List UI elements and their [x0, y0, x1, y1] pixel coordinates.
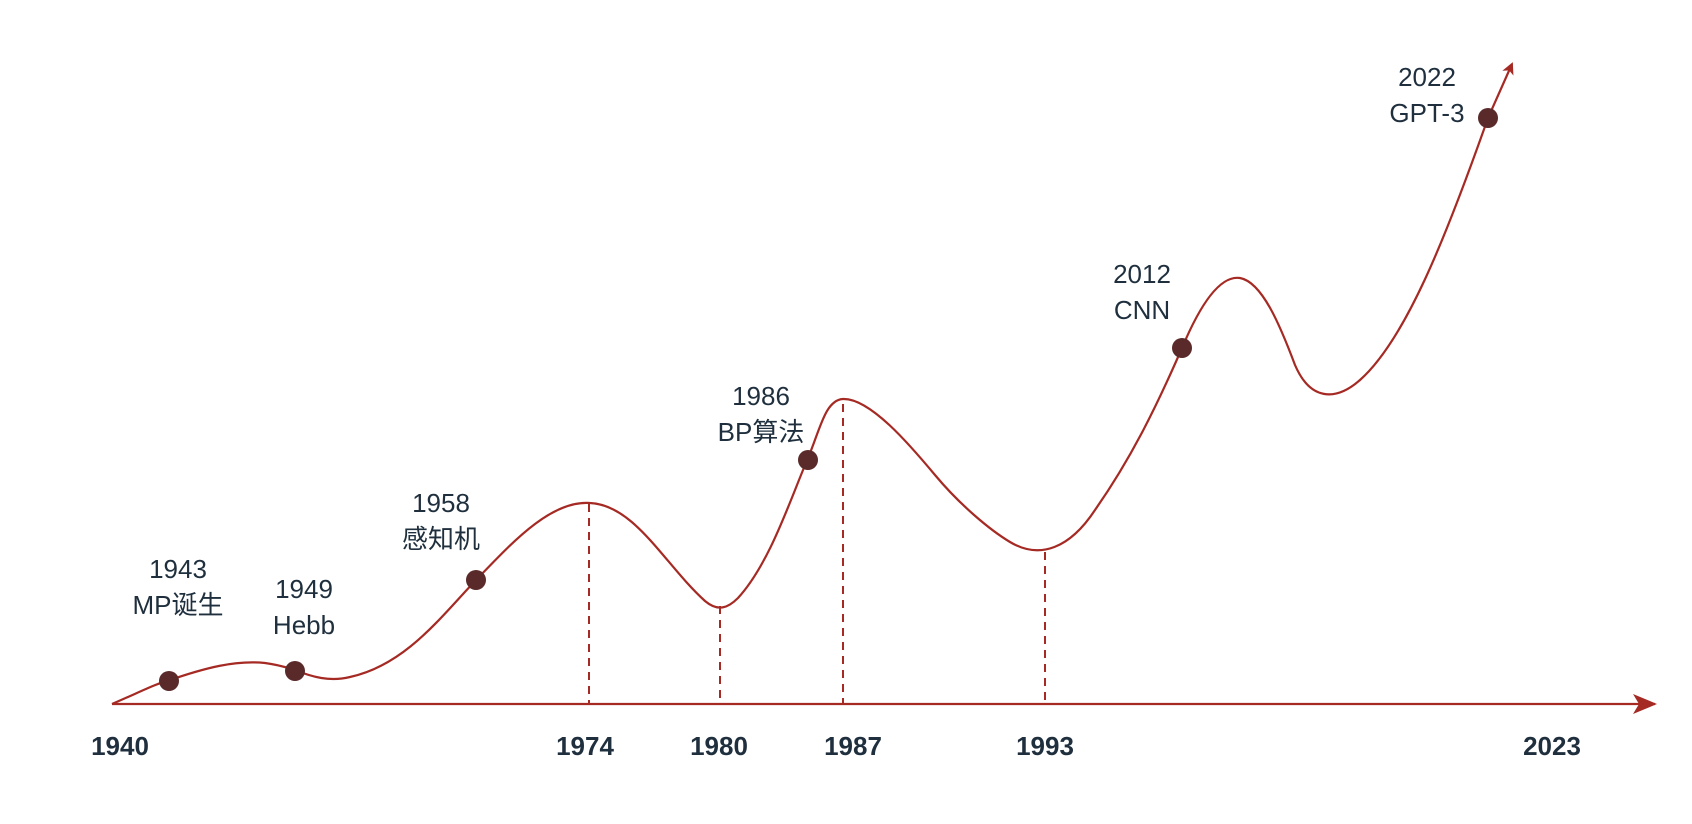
- event-year-2012: 2012: [1113, 259, 1171, 289]
- event-label-1943: MP诞生: [132, 590, 223, 620]
- event-year-2022: 2022: [1398, 62, 1456, 92]
- axis-tick-1993: 1993: [1016, 731, 1074, 761]
- event-marker-1943: [159, 671, 179, 691]
- event-label-1949: Hebb: [273, 610, 335, 640]
- event-label-1958: 感知机: [402, 524, 480, 554]
- event-marker-1958: [466, 570, 486, 590]
- axis-tick-1987: 1987: [824, 731, 882, 761]
- event-label-2012: CNN: [1114, 295, 1170, 325]
- event-year-1943: 1943: [149, 554, 207, 584]
- event-marker-1986: [798, 450, 818, 470]
- event-year-1986: 1986: [732, 381, 790, 411]
- event-marker-1949: [285, 661, 305, 681]
- event-label-1986: BP算法: [718, 417, 805, 447]
- event-year-1949: 1949: [275, 574, 333, 604]
- axis-label-end: 2023: [1523, 731, 1581, 761]
- event-label-2022: GPT-3: [1389, 98, 1464, 128]
- axis-tick-1980: 1980: [690, 731, 748, 761]
- event-year-1958: 1958: [412, 488, 470, 518]
- event-marker-2022: [1478, 108, 1498, 128]
- axis-tick-1974: 1974: [556, 731, 614, 761]
- event-marker-2012: [1172, 338, 1192, 358]
- development-curve: [111, 62, 1514, 706]
- axis-label-start: 1940: [91, 731, 149, 761]
